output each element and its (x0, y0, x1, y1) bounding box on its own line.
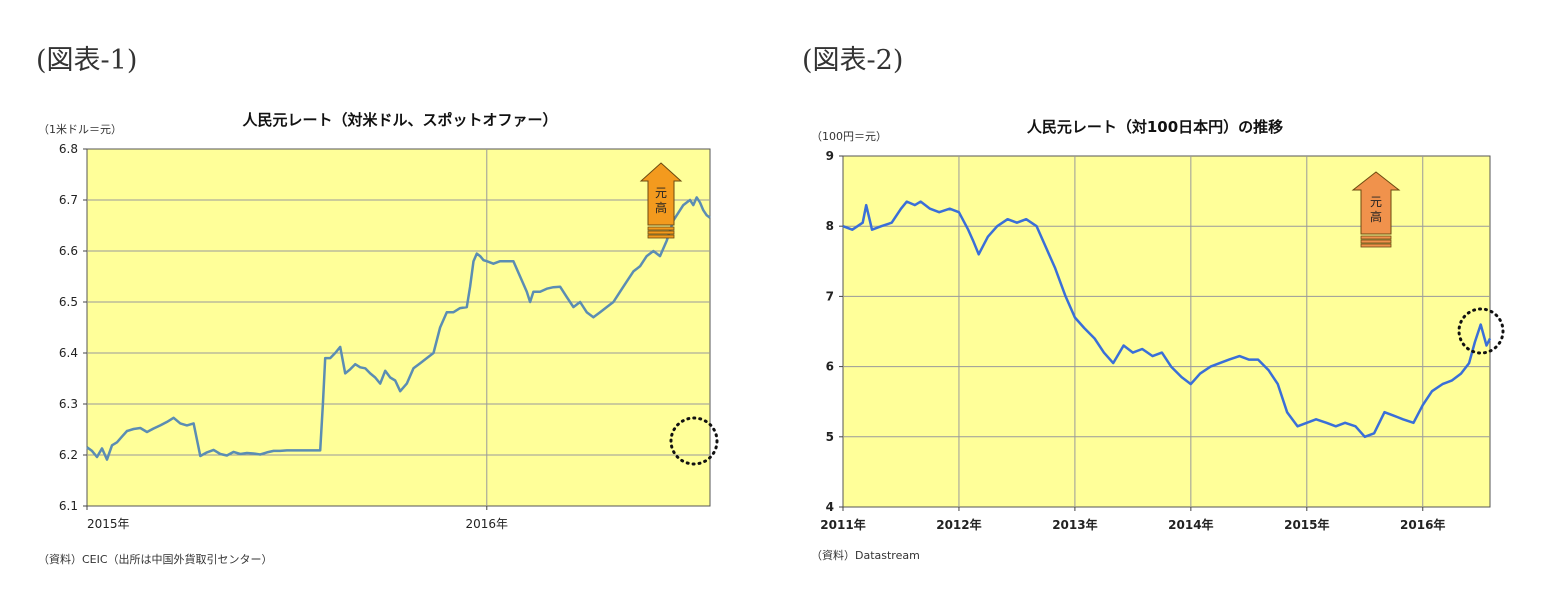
chart1-y-tick-label: 6.1 (59, 499, 78, 513)
chart1-y-tick-label: 6.7 (59, 193, 78, 207)
chart2-arrow-stripe (1360, 243, 1392, 248)
chart1-arrow-stripe (647, 226, 675, 231)
chart2-arrow-stripe (1360, 235, 1392, 240)
chart2-x-tick-label: 2016年 (1400, 517, 1445, 532)
chart2-y-tick-label: 5 (826, 430, 834, 444)
chart2-unit-label: （100円＝元） (811, 130, 887, 143)
chart1-title: 人民元レート（対米ドル、スポットオファー） (242, 111, 557, 129)
chart2-x-tick-label: 2011年 (820, 517, 865, 532)
chart1-plot-area (86, 148, 711, 507)
chart2-arrow-label: 元 (1370, 195, 1382, 209)
chart1-y-tick-label: 6.5 (59, 295, 78, 309)
chart2-y-tick-label: 7 (826, 289, 834, 303)
chart1-arrow-stripe (647, 234, 675, 239)
chart1-y-tick-label: 6.6 (59, 244, 78, 258)
chart2-y-tick-label: 8 (826, 219, 834, 233)
chart1-y-tick-label: 6.8 (59, 142, 78, 156)
chart2-plot-area (842, 155, 1491, 508)
chart1-y-tick-label: 6.2 (59, 448, 78, 462)
chart2-arrow-stripe (1360, 239, 1392, 244)
figure-heading-1: (図表-1) (36, 45, 138, 76)
chart2-title: 人民元レート（対100日本円）の推移 (1027, 118, 1283, 136)
chart2-arrow-label: 高 (1370, 209, 1382, 224)
chart2-x-tick-label: 2015年 (1284, 517, 1329, 532)
chart1-series-line-1 (86, 196, 711, 461)
chart1-y-tick-label: 6.3 (59, 397, 78, 411)
chart1-y-tick-label: 6.4 (59, 346, 78, 360)
chart2-y-tick-label: 4 (826, 500, 834, 514)
chart2-highlight-circle (1457, 307, 1505, 355)
chart1-arrow-label: 高 (655, 200, 667, 215)
chart2-series-line-1 (842, 200, 1492, 439)
figure-heading-2: (図表-2) (802, 45, 904, 76)
chart2-y-tick-label: 9 (826, 149, 834, 163)
chart2-x-tick-label: 2013年 (1052, 517, 1097, 532)
chart1-highlight-circle (669, 416, 719, 466)
chart2-up-arrow-icon (1351, 171, 1401, 235)
chart1-arrow-label: 元 (655, 186, 667, 200)
chart2-y-tick-label: 6 (826, 360, 834, 374)
chart1-x-tick-label: 2015年 (87, 517, 130, 531)
chart1-source-note: （資料）CEIC（出所は中国外貨取引センター） (38, 552, 273, 566)
chart2-x-tick-label: 2014年 (1168, 517, 1213, 532)
chart1-unit-label: （1米ドル＝元） (38, 123, 122, 136)
chart2-source-note: （資料）Datastream (811, 548, 920, 562)
chart1-up-arrow-icon (639, 162, 683, 226)
chart1-arrow-stripe (647, 230, 675, 235)
chart2-x-tick-label: 2012年 (936, 517, 981, 532)
chart1-x-tick-label: 2016年 (466, 517, 509, 531)
